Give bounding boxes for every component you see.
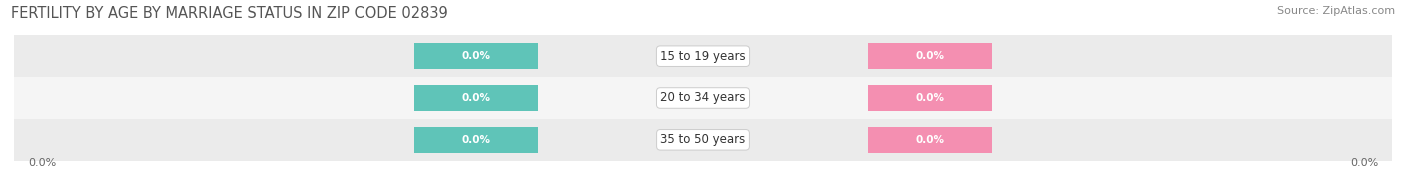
Text: 35 to 50 years: 35 to 50 years (661, 133, 745, 146)
Text: 0.0%: 0.0% (1350, 158, 1378, 168)
Text: 20 to 34 years: 20 to 34 years (661, 92, 745, 104)
Bar (869, 43, 993, 69)
Bar (869, 85, 993, 111)
Bar (14, 35, 1392, 77)
Text: 0.0%: 0.0% (915, 51, 945, 61)
Text: FERTILITY BY AGE BY MARRIAGE STATUS IN ZIP CODE 02839: FERTILITY BY AGE BY MARRIAGE STATUS IN Z… (11, 6, 449, 21)
Text: 0.0%: 0.0% (461, 93, 491, 103)
Bar (14, 77, 1392, 119)
Text: 0.0%: 0.0% (461, 51, 491, 61)
Text: Source: ZipAtlas.com: Source: ZipAtlas.com (1277, 6, 1395, 16)
Bar (14, 119, 1392, 161)
Text: 0.0%: 0.0% (915, 135, 945, 145)
Text: 0.0%: 0.0% (915, 93, 945, 103)
Bar (413, 43, 537, 69)
Bar (869, 127, 993, 153)
Text: 0.0%: 0.0% (28, 158, 56, 168)
Text: 0.0%: 0.0% (461, 135, 491, 145)
Bar (413, 85, 537, 111)
Text: 15 to 19 years: 15 to 19 years (661, 50, 745, 63)
Bar (413, 127, 537, 153)
